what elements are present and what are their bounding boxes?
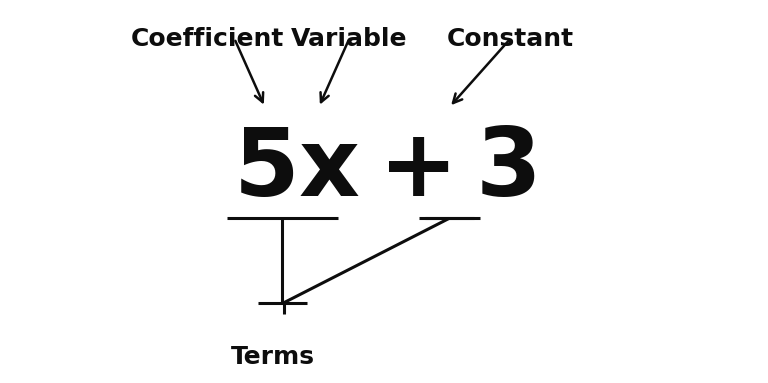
- Text: $\mathbf{5x + 3}$: $\mathbf{5x + 3}$: [233, 124, 535, 216]
- Text: Coefficient: Coefficient: [131, 27, 284, 51]
- Text: Constant: Constant: [447, 27, 574, 51]
- Text: Terms: Terms: [230, 345, 315, 369]
- Text: Variable: Variable: [291, 27, 408, 51]
